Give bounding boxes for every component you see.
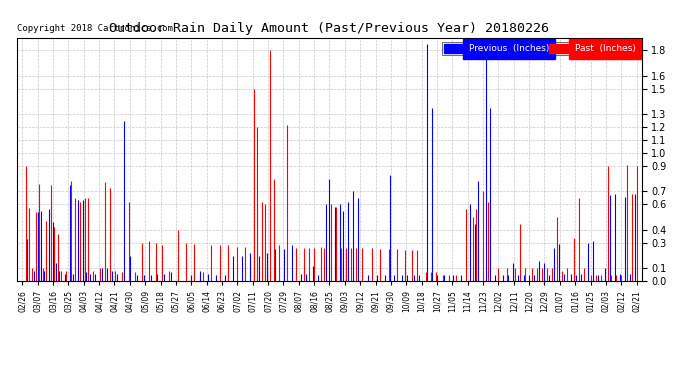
- Title: Outdoor Rain Daily Amount (Past/Previous Year) 20180226: Outdoor Rain Daily Amount (Past/Previous…: [110, 22, 549, 35]
- Legend: Previous  (Inches), Past  (Inches): Previous (Inches), Past (Inches): [442, 42, 637, 55]
- Text: Copyright 2018 Cartronics.com: Copyright 2018 Cartronics.com: [17, 24, 173, 33]
